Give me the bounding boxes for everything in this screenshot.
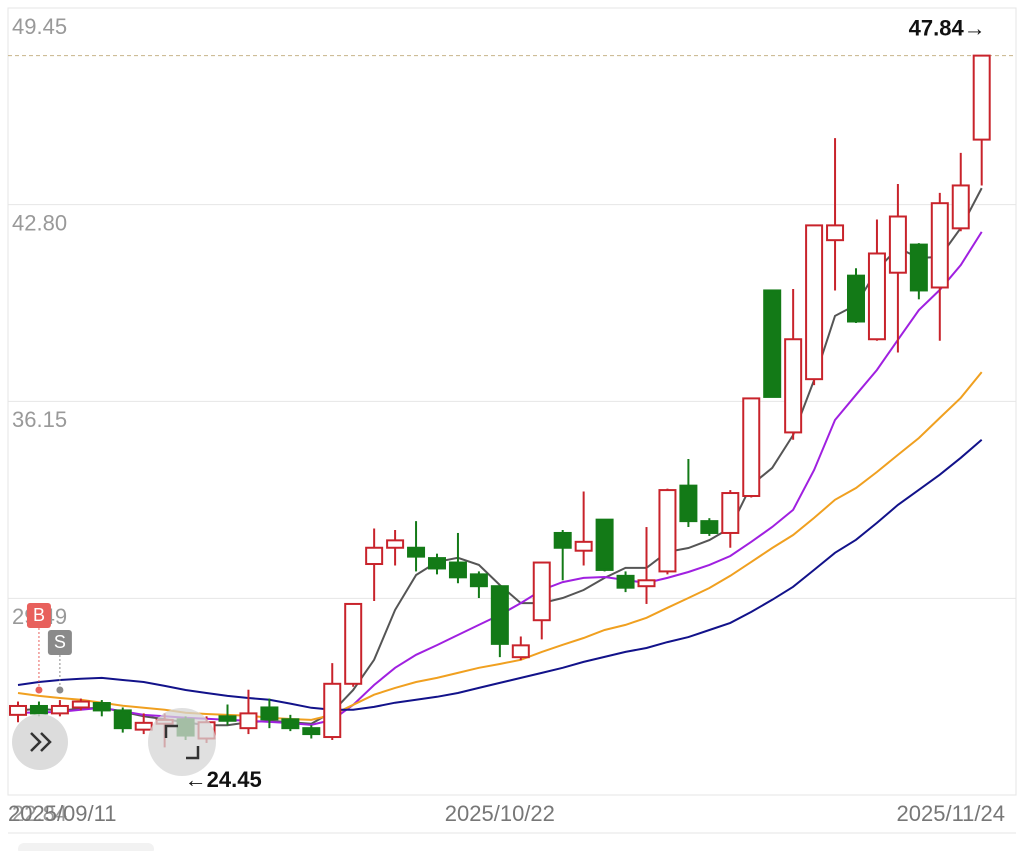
candle-body xyxy=(511,644,530,659)
candle-body xyxy=(721,492,740,534)
tab-stub xyxy=(18,843,154,855)
candle-body xyxy=(490,585,509,645)
candle-body xyxy=(826,224,845,242)
candle-body xyxy=(134,721,153,731)
candle-body xyxy=(763,289,782,398)
candle-body xyxy=(574,540,593,552)
candle-body xyxy=(742,397,761,497)
candle-body xyxy=(909,243,928,292)
ma-line xyxy=(17,439,983,711)
candle-body xyxy=(302,727,321,736)
candle-body xyxy=(867,252,886,341)
y-tick-label: 22.84 xyxy=(12,801,67,826)
signal-dot xyxy=(35,686,43,694)
fullscreen-button[interactable] xyxy=(148,708,216,776)
candle-body xyxy=(951,184,970,230)
candle-body xyxy=(616,574,635,589)
candle-body xyxy=(29,704,48,715)
candle-body xyxy=(71,700,90,709)
button-bg xyxy=(148,708,216,776)
signal-badge xyxy=(47,630,72,655)
max-label: 47.84→ xyxy=(909,15,986,40)
grid xyxy=(8,7,1016,796)
candle-body xyxy=(595,518,614,571)
candle-body xyxy=(700,520,719,534)
candle-body xyxy=(972,54,991,141)
candle-body xyxy=(553,531,572,549)
candles xyxy=(9,54,991,748)
candle-body xyxy=(218,715,237,722)
candle-body xyxy=(92,702,111,712)
y-tick-label: 36.15 xyxy=(12,407,67,432)
icon xyxy=(164,724,200,760)
candle-body xyxy=(239,712,258,730)
candle-body xyxy=(784,338,803,434)
icon xyxy=(30,732,52,752)
candle-body xyxy=(532,561,551,622)
candle-body xyxy=(281,718,300,730)
candle-body xyxy=(344,602,363,685)
candle-body xyxy=(113,709,132,730)
x-tick-label: 2025/10/22 xyxy=(445,801,555,826)
y-tick-label: 42.80 xyxy=(12,210,67,235)
candle-body xyxy=(9,704,27,716)
candle-body xyxy=(365,546,384,566)
candle-body xyxy=(50,704,69,715)
signal-badge xyxy=(26,603,51,628)
candle-body xyxy=(888,215,907,274)
signal-label: B xyxy=(33,605,45,625)
candle-body xyxy=(407,546,426,558)
signal-label: S xyxy=(54,632,66,652)
ma-line xyxy=(17,371,983,721)
candle-body xyxy=(428,557,446,570)
candle-body xyxy=(386,539,405,549)
x-tick-label: 2025/11/24 xyxy=(897,801,1005,826)
candle-body xyxy=(847,274,865,323)
candle-body xyxy=(469,573,488,588)
candle-body xyxy=(448,561,467,579)
candle-body xyxy=(805,224,824,381)
x-tick-label: 2025/09/11 xyxy=(8,801,116,826)
y-tick-label: 49.45 xyxy=(12,14,67,39)
candle-body xyxy=(637,579,656,588)
candle-body xyxy=(679,484,698,523)
signal-dot xyxy=(56,686,64,694)
candle-body xyxy=(323,682,342,739)
labels: 22.8429.4936.1542.8049.452025/09/112025/… xyxy=(8,14,1005,826)
candle-body xyxy=(260,706,279,721)
candle-body xyxy=(930,202,949,289)
expand-button[interactable] xyxy=(12,714,68,770)
candle-body xyxy=(658,489,677,573)
